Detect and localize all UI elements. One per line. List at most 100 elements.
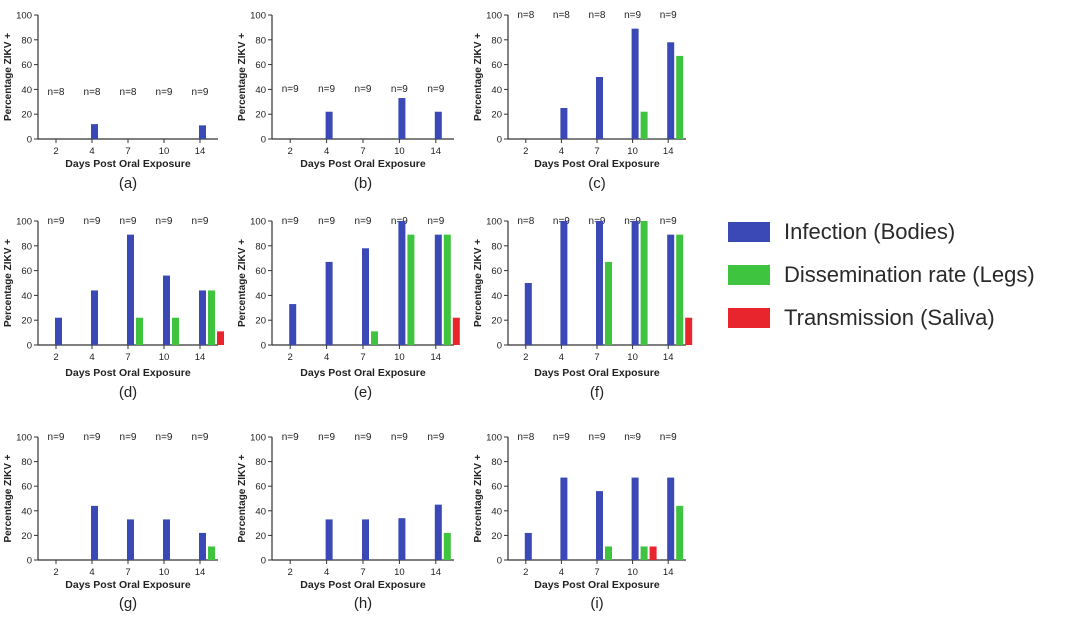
- legend-item-dissemination: Dissemination rate (Legs): [728, 253, 1088, 296]
- panel-8-x-tick-label: 4: [324, 567, 329, 578]
- panel-5-x-tick-label: 4: [324, 352, 329, 363]
- panel-4-x-tick-label: 14: [195, 352, 206, 363]
- panel-6-bar-infection: [631, 221, 639, 345]
- panel-1-x-axis-label: Days Post Oral Exposure: [65, 158, 191, 170]
- panel-9-n-label: n≈9: [624, 432, 641, 443]
- panel-6-x-axis-label: Days Post Oral Exposure: [534, 367, 660, 379]
- panel-1-bar-infection: [199, 125, 206, 139]
- panel-9-panel-label: (i): [590, 595, 603, 612]
- panel-4-bar-infection: [91, 290, 98, 345]
- panel-5-bar-infection: [434, 234, 442, 345]
- panel-4-n-label: n=9: [156, 216, 173, 227]
- panel-9-x-tick-label: 14: [663, 567, 674, 578]
- panel-3-x-tick-label: 4: [559, 146, 564, 157]
- panel-7-y-tick-label: 60: [21, 482, 32, 493]
- panel-5-x-axis-label: Days Post Oral Exposure: [300, 367, 426, 379]
- panel-7-x-axis-label: Days Post Oral Exposure: [65, 579, 191, 591]
- legend: Infection (Bodies) Dissemination rate (L…: [728, 210, 1088, 330]
- panel-6-y-tick-label: 60: [491, 266, 502, 277]
- panel-4-panel-label: (d): [119, 384, 137, 401]
- panel-8-n-label: n=9: [355, 432, 372, 443]
- panel-1-n-label: n=8: [120, 87, 137, 98]
- legend-label-transmission: Transmission (Saliva): [784, 304, 995, 330]
- panel-2-y-tick-label: 40: [255, 85, 266, 96]
- panel-4-x-tick-label: 7: [125, 352, 130, 363]
- panel-3-bar-infection: [667, 42, 675, 139]
- panel-4-y-tick-label: 100: [16, 217, 32, 228]
- panel-3-y-tick-label: 20: [491, 110, 502, 121]
- panel-8-n-label: n=9: [282, 432, 299, 443]
- panel-1-y-tick-label: 0: [27, 135, 32, 146]
- panel-7-y-tick-label: 80: [21, 457, 32, 468]
- panel-3-x-tick-label: 7: [594, 146, 599, 157]
- panel-4-n-label: n=9: [84, 216, 101, 227]
- panel-3-x-tick-label: 2: [523, 146, 528, 157]
- panel-7-y-axis-label: Percentage ZIKV +: [3, 454, 14, 542]
- panel-1-n-label: n=8: [48, 87, 65, 98]
- panel-2-y-tick-label: 100: [250, 11, 266, 22]
- panel-9-y-tick-label: 80: [491, 457, 502, 468]
- panel-6-x-tick-label: 2: [523, 352, 528, 363]
- panel-5-bar-dissemination: [407, 234, 415, 345]
- panel-4-n-label: n=9: [192, 216, 209, 227]
- panel-5-x-tick-label: 7: [360, 352, 365, 363]
- panel-9-y-tick-label: 0: [497, 556, 502, 567]
- panel-5-bar-dissemination: [371, 331, 378, 345]
- panel-5-bar-infection: [325, 261, 333, 345]
- panel-7-n-label: n=9: [84, 432, 101, 443]
- panel-8-x-tick-label: 10: [394, 567, 405, 578]
- panel-5-bar-transmission: [452, 317, 460, 345]
- panel-6-y-tick-label: 40: [491, 291, 502, 302]
- panel-2-panel-label: (b): [354, 175, 372, 192]
- panel-2-bar-infection: [434, 111, 442, 139]
- panel-6-bar-infection: [667, 234, 675, 345]
- panel-6-panel-label: (f): [590, 384, 604, 401]
- panel-3-x-axis-label: Days Post Oral Exposure: [534, 158, 660, 170]
- panel-8-panel-label: (h): [354, 595, 372, 612]
- panel-1-panel-label: (a): [119, 175, 137, 192]
- panel-7-x-tick-label: 2: [53, 567, 58, 578]
- panel-5-y-tick-label: 20: [255, 316, 266, 327]
- panel-3-x-tick-label: 10: [627, 146, 638, 157]
- panel-2-n-label: n=9: [282, 84, 299, 95]
- panel-1-x-tick-label: 4: [89, 146, 94, 157]
- panel-8-bar-infection: [362, 519, 369, 560]
- legend-item-infection: Infection (Bodies): [728, 210, 1088, 253]
- panel-9-bar-infection: [560, 477, 568, 560]
- panel-4-bar-transmission: [217, 331, 224, 345]
- panel-9-bar-dissemination: [640, 546, 648, 560]
- panel-8-y-tick-label: 20: [255, 531, 266, 542]
- panel-2-x-tick-label: 14: [431, 146, 442, 157]
- panel-4-bar-dissemination: [208, 290, 215, 345]
- panel-5-y-tick-label: 100: [250, 217, 266, 228]
- panel-5-bar-infection: [362, 248, 369, 345]
- panel-8-y-tick-label: 40: [255, 506, 266, 517]
- panel-5-bar-infection: [398, 221, 406, 345]
- panel-6-y-tick-label: 100: [486, 217, 502, 228]
- panel-8-bar-infection: [398, 518, 406, 560]
- panel-9-x-tick-label: 4: [559, 567, 564, 578]
- panel-8-n-label: n=9: [391, 432, 408, 443]
- panel-1-n-label: n=9: [156, 87, 173, 98]
- panel-1-y-tick-label: 60: [21, 60, 32, 71]
- panel-3-n-label: n=8: [589, 10, 606, 21]
- panel-5-n-label: n=9: [427, 216, 444, 227]
- panel-9-bar-infection: [631, 477, 639, 560]
- panel-4-n-label: n=9: [48, 216, 65, 227]
- panel-3-bar-infection: [560, 108, 568, 139]
- panel-4-n-label: n=9: [120, 216, 137, 227]
- panel-6-x-tick-label: 7: [594, 352, 599, 363]
- panel-4-bar-dissemination: [172, 317, 179, 345]
- panel-4-bar-infection: [127, 234, 134, 345]
- panel-1-bar-infection: [91, 124, 98, 139]
- panel-3-y-tick-label: 0: [497, 135, 502, 146]
- panel-8-x-tick-label: 2: [288, 567, 293, 578]
- panel-5-x-tick-label: 10: [394, 352, 405, 363]
- panel-3-y-tick-label: 80: [491, 35, 502, 46]
- panel-9-bar-dissemination: [605, 546, 612, 560]
- panel-9-bar-infection: [596, 491, 603, 560]
- panel-3-y-tick-label: 40: [491, 85, 502, 96]
- panel-2-x-axis-label: Days Post Oral Exposure: [300, 158, 426, 170]
- panel-9-x-tick-label: 2: [523, 567, 528, 578]
